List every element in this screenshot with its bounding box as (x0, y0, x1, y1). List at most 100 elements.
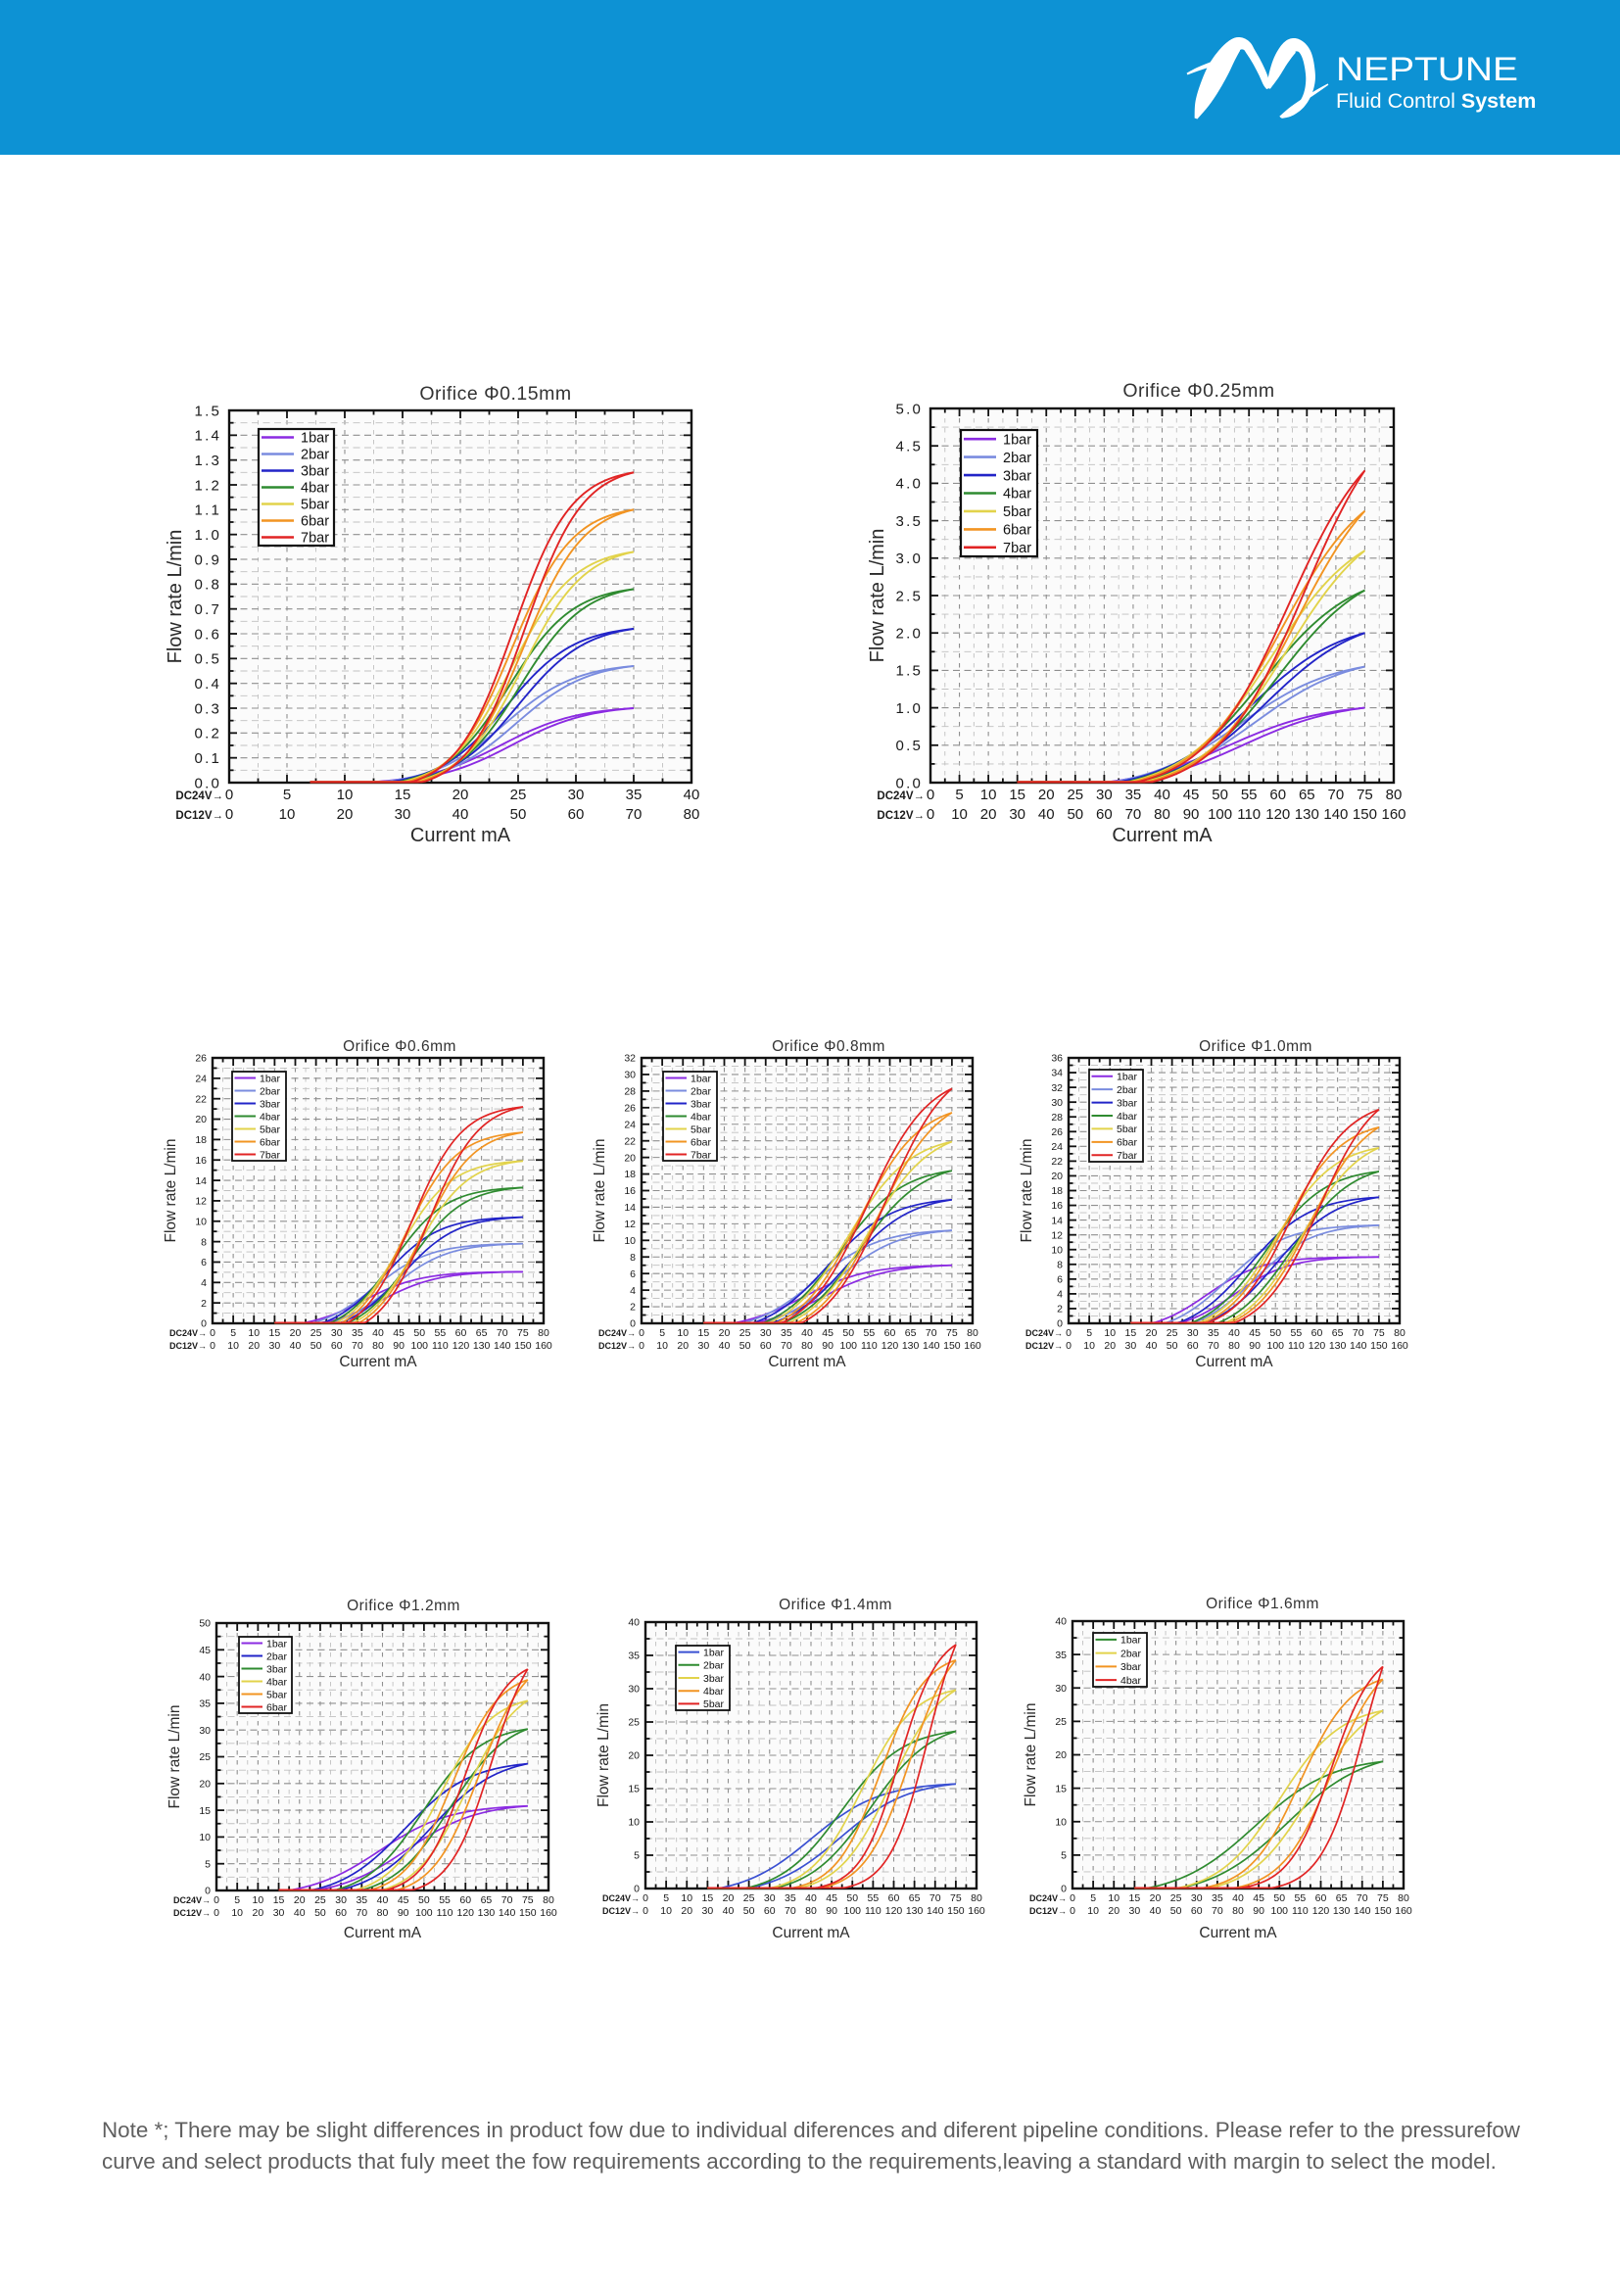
svg-text:40: 40 (1228, 1327, 1240, 1339)
svg-text:140: 140 (1350, 1340, 1367, 1352)
svg-text:75: 75 (522, 1894, 534, 1906)
svg-text:0.9: 0.9 (195, 551, 221, 568)
svg-text:60: 60 (1191, 1905, 1203, 1917)
svg-text:8: 8 (1057, 1259, 1063, 1270)
svg-text:4bar: 4bar (691, 1111, 712, 1123)
svg-text:10: 10 (624, 1235, 636, 1247)
svg-text:50: 50 (1167, 1340, 1178, 1352)
svg-text:50: 50 (842, 1327, 854, 1339)
svg-text:3bar: 3bar (1117, 1097, 1138, 1109)
svg-text:36: 36 (1051, 1053, 1063, 1065)
svg-text:35: 35 (1125, 787, 1142, 803)
svg-text:DC12V→: DC12V→ (1025, 1341, 1063, 1351)
svg-text:25: 25 (510, 787, 527, 803)
svg-text:30: 30 (1125, 1340, 1137, 1352)
svg-text:50: 50 (510, 806, 527, 823)
svg-text:7bar: 7bar (1117, 1150, 1138, 1162)
svg-text:25: 25 (1167, 1327, 1178, 1339)
svg-text:0.5: 0.5 (195, 651, 221, 668)
svg-text:50: 50 (199, 1618, 211, 1630)
svg-text:2bar: 2bar (301, 448, 329, 463)
svg-text:40: 40 (453, 806, 469, 823)
svg-text:0.5: 0.5 (896, 738, 923, 754)
svg-text:5bar: 5bar (691, 1124, 712, 1135)
svg-text:6bar: 6bar (1003, 523, 1031, 539)
svg-text:10: 10 (199, 1832, 211, 1843)
svg-text:20: 20 (723, 1892, 735, 1904)
svg-text:8: 8 (630, 1252, 636, 1264)
svg-text:65: 65 (476, 1327, 488, 1339)
svg-text:10: 10 (656, 1340, 668, 1352)
svg-text:10: 10 (980, 787, 997, 803)
svg-text:15: 15 (199, 1805, 211, 1817)
svg-text:120: 120 (456, 1907, 474, 1919)
svg-text:15: 15 (1055, 1783, 1067, 1794)
svg-text:80: 80 (684, 806, 700, 823)
svg-text:10: 10 (1055, 1816, 1067, 1828)
svg-text:55: 55 (1241, 787, 1258, 803)
svg-text:75: 75 (1357, 787, 1373, 803)
svg-text:110: 110 (865, 1905, 881, 1917)
svg-text:Flow rate L/min: Flow rate L/min (1019, 1139, 1035, 1243)
svg-text:4: 4 (201, 1277, 207, 1289)
svg-text:10: 10 (337, 787, 354, 803)
svg-text:15: 15 (698, 1327, 710, 1339)
svg-text:140: 140 (499, 1907, 516, 1919)
svg-text:150: 150 (1353, 806, 1377, 823)
svg-text:50: 50 (413, 1327, 425, 1339)
svg-text:130: 130 (1329, 1340, 1347, 1352)
svg-text:5.0: 5.0 (896, 401, 923, 417)
svg-text:20: 20 (253, 1907, 264, 1919)
svg-text:70: 70 (356, 1907, 367, 1919)
svg-text:60: 60 (335, 1907, 347, 1919)
svg-text:25: 25 (199, 1751, 211, 1763)
svg-text:60: 60 (884, 1327, 896, 1339)
svg-text:5: 5 (234, 1894, 240, 1906)
svg-text:3bar: 3bar (1120, 1661, 1142, 1673)
svg-text:4bar: 4bar (260, 1111, 281, 1123)
svg-text:140: 140 (1323, 806, 1348, 823)
svg-text:150: 150 (1374, 1905, 1392, 1917)
svg-text:0: 0 (225, 787, 233, 803)
svg-text:0: 0 (927, 787, 934, 803)
svg-text:NEPTUNE: NEPTUNE (1336, 51, 1518, 88)
svg-text:0.4: 0.4 (195, 676, 221, 693)
svg-text:1.0: 1.0 (195, 527, 221, 544)
svg-text:15: 15 (628, 1784, 640, 1795)
svg-text:2.0: 2.0 (896, 625, 923, 642)
svg-text:10: 10 (681, 1892, 692, 1904)
svg-text:5bar: 5bar (1003, 504, 1031, 520)
svg-text:4bar: 4bar (1003, 487, 1031, 502)
svg-text:DC12V→: DC12V→ (1029, 1906, 1067, 1916)
svg-text:Orifice Φ1.2mm: Orifice Φ1.2mm (347, 1598, 460, 1614)
svg-text:2: 2 (1057, 1304, 1063, 1315)
svg-text:20: 20 (628, 1750, 640, 1762)
svg-text:34: 34 (1051, 1068, 1063, 1079)
svg-text:60: 60 (888, 1892, 900, 1904)
svg-text:5: 5 (205, 1858, 211, 1870)
svg-text:160: 160 (1391, 1340, 1408, 1352)
svg-text:60: 60 (760, 1340, 772, 1352)
svg-text:100: 100 (839, 1340, 857, 1352)
svg-text:40: 40 (372, 1327, 384, 1339)
svg-text:10: 10 (279, 806, 296, 823)
svg-text:6bar: 6bar (691, 1136, 712, 1148)
svg-text:100: 100 (843, 1905, 861, 1917)
svg-text:3.0: 3.0 (896, 550, 923, 567)
svg-text:100: 100 (1266, 1340, 1284, 1352)
svg-text:0.7: 0.7 (195, 601, 221, 618)
svg-text:16: 16 (624, 1185, 636, 1197)
svg-text:0: 0 (927, 806, 934, 823)
svg-text:55: 55 (868, 1892, 880, 1904)
svg-text:20: 20 (290, 1327, 302, 1339)
svg-text:0.0: 0.0 (195, 775, 221, 791)
svg-text:60: 60 (455, 1327, 467, 1339)
svg-text:6: 6 (201, 1257, 207, 1268)
svg-text:Flow rate L/min: Flow rate L/min (867, 529, 888, 663)
svg-text:DC12V→: DC12V→ (602, 1906, 640, 1916)
svg-text:70: 70 (352, 1340, 363, 1352)
svg-text:70: 70 (501, 1894, 513, 1906)
svg-text:30: 30 (764, 1892, 776, 1904)
svg-text:16: 16 (1051, 1200, 1063, 1212)
svg-text:2bar: 2bar (703, 1660, 725, 1672)
